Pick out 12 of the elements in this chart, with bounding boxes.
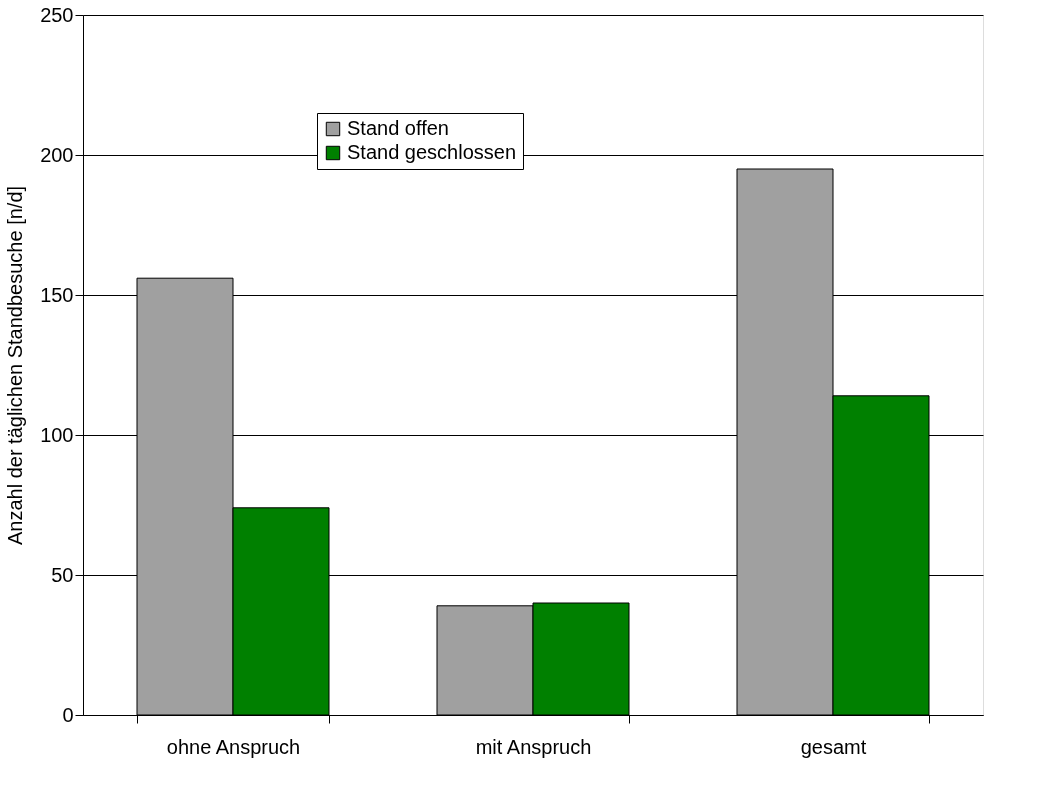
x-tick-label: gesamt — [800, 735, 867, 758]
legend-label: Stand offen — [347, 117, 449, 139]
x-tick-label: mit Anspruch — [475, 735, 592, 758]
y-tick-label: 250 — [40, 3, 74, 26]
x-tick-label: ohne Anspruch — [166, 735, 301, 758]
legend-label: Stand geschlossen — [347, 141, 517, 163]
y-tick-label: 100 — [40, 423, 74, 446]
y-tick-label: 50 — [51, 563, 74, 586]
y-axis-title: Anzahl der täglichen Standbesuche [n/d] — [4, 185, 27, 546]
y-tick-label: 0 — [62, 703, 74, 726]
y-tick-label: 150 — [40, 283, 74, 306]
y-tick-label: 200 — [40, 143, 74, 166]
